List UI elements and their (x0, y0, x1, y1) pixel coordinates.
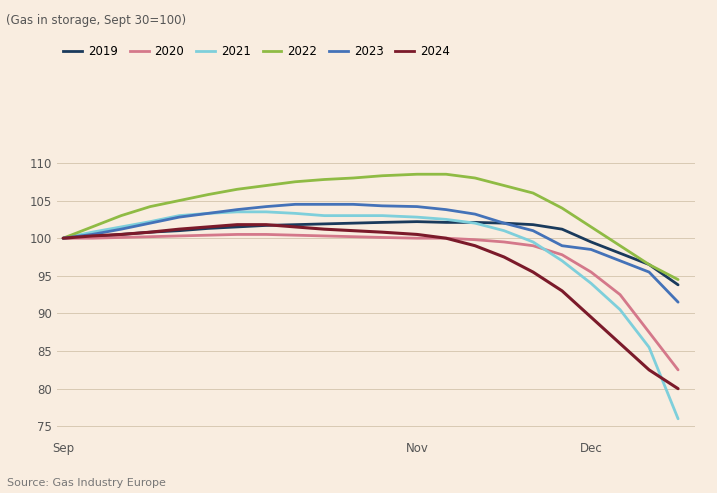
Text: Source: Gas Industry Europe: Source: Gas Industry Europe (7, 478, 166, 488)
Legend: 2019, 2020, 2021, 2022, 2023, 2024: 2019, 2020, 2021, 2022, 2023, 2024 (63, 45, 450, 58)
Text: (Gas in storage, Sept 30=100): (Gas in storage, Sept 30=100) (6, 13, 186, 27)
